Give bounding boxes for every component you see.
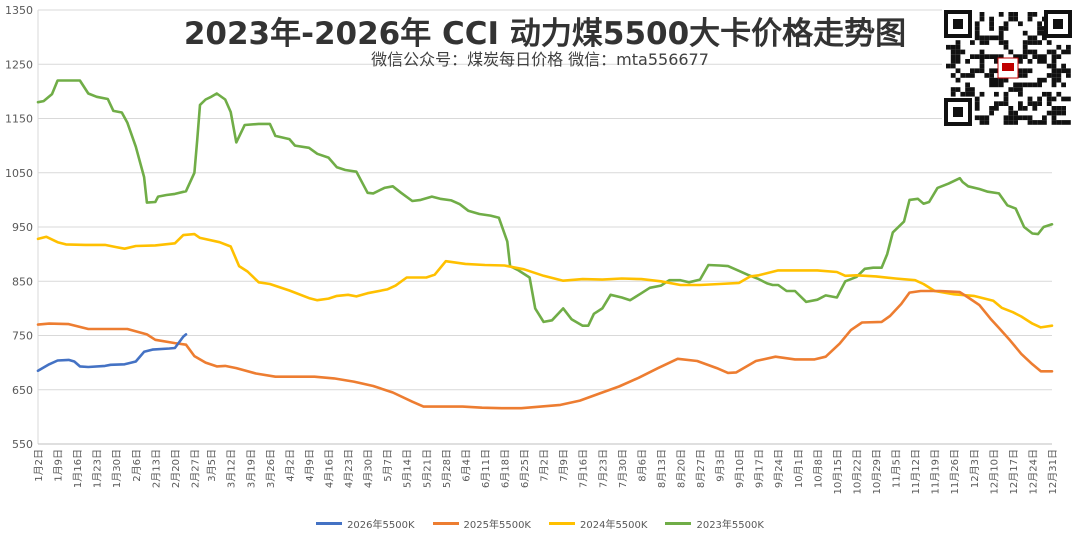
y-tick-label: 1350 bbox=[5, 4, 33, 17]
x-tick-label: 4月9日 bbox=[304, 449, 316, 482]
x-tick-label: 7月23日 bbox=[597, 449, 609, 488]
x-tick-label: 12月31日 bbox=[1047, 449, 1059, 494]
x-tick-label: 3月12日 bbox=[226, 449, 238, 488]
legend-item-2023: 2023年5500K bbox=[665, 516, 764, 531]
x-tick-label: 7月16日 bbox=[578, 449, 590, 488]
x-tick-label: 8月13日 bbox=[656, 449, 668, 488]
legend-item-2024: 2024年5500K bbox=[549, 516, 647, 531]
x-tick-label: 12月10日 bbox=[988, 449, 1000, 494]
y-tick-label: 1150 bbox=[5, 113, 33, 126]
x-tick-label: 9月3日 bbox=[715, 449, 727, 482]
legend-item-2026: 2026年5500K bbox=[316, 516, 415, 531]
series-line-2024 bbox=[36, 232, 1054, 329]
x-tick-label: 2月27日 bbox=[189, 449, 201, 488]
x-tick-label: 7月30日 bbox=[617, 449, 629, 488]
x-axis: 1月2日 1月9日 1月16日 1月23日 1月30日 2月6日 2月13日 2月20日 2月2… bbox=[33, 449, 1059, 494]
x-tick-label: 9月17日 bbox=[754, 449, 766, 488]
y-tick-label: 1250 bbox=[5, 58, 33, 71]
x-tick-label: 2月6日 bbox=[131, 449, 143, 482]
y-tick-label: 550 bbox=[12, 438, 33, 451]
x-tick-label: 3月26日 bbox=[265, 449, 277, 488]
y-tick-label: 850 bbox=[12, 275, 33, 288]
x-tick-label: 3月5日 bbox=[206, 449, 218, 482]
x-tick-label: 5月14日 bbox=[402, 449, 414, 488]
x-tick-label: 7月9日 bbox=[558, 449, 570, 482]
x-tick-label: 3月19日 bbox=[245, 449, 257, 488]
qr-code-image bbox=[942, 8, 1074, 128]
x-tick-label: 1月2日 bbox=[33, 449, 45, 482]
x-tick-label: 6月18日 bbox=[499, 449, 511, 488]
x-tick-label: 9月24日 bbox=[773, 449, 785, 488]
x-tick-label: 5月7日 bbox=[382, 449, 394, 482]
y-tick-label: 950 bbox=[12, 221, 33, 234]
x-tick-label: 1月16日 bbox=[72, 449, 84, 488]
series-line-2026 bbox=[36, 333, 188, 373]
x-tick-label: 10月1日 bbox=[793, 449, 805, 488]
series-layer bbox=[36, 79, 1054, 410]
x-tick-label: 8月6日 bbox=[636, 449, 648, 482]
x-tick-label: 8月27日 bbox=[695, 449, 707, 488]
x-tick-label: 11月26日 bbox=[949, 449, 961, 494]
x-tick-label: 11月12日 bbox=[910, 449, 922, 494]
legend-label-2023: 2023年5500K bbox=[696, 520, 764, 531]
series-line-2025 bbox=[36, 289, 1054, 410]
x-tick-label: 7月2日 bbox=[539, 449, 551, 482]
legend-swatch-2023 bbox=[665, 522, 692, 525]
y-tick-label: 650 bbox=[12, 384, 33, 397]
x-tick-label: 6月25日 bbox=[519, 449, 531, 488]
x-tick-label: 11月5日 bbox=[891, 449, 903, 488]
x-tick-label: 1月23日 bbox=[92, 449, 104, 488]
legend-label-2026: 2026年5500K bbox=[347, 520, 415, 531]
x-tick-label: 1月9日 bbox=[53, 449, 65, 482]
x-tick-label: 4月2日 bbox=[284, 449, 296, 482]
legend-label-2024: 2024年5500K bbox=[580, 520, 648, 531]
x-tick-label: 10月15日 bbox=[832, 449, 844, 494]
x-tick-label: 6月11日 bbox=[480, 449, 492, 488]
legend-swatch-2026 bbox=[316, 522, 343, 525]
x-tick-label: 5月28日 bbox=[441, 449, 453, 488]
x-tick-label: 1月30日 bbox=[111, 449, 123, 488]
legend-label-2025: 2025年5500K bbox=[463, 520, 531, 531]
x-tick-label: 12月3日 bbox=[969, 449, 981, 488]
x-tick-label: 10月22日 bbox=[851, 449, 863, 494]
x-tick-label: 2月13日 bbox=[150, 449, 162, 488]
legend-swatch-2024 bbox=[549, 522, 575, 525]
legend-item-2025: 2025年5500K bbox=[432, 516, 531, 531]
x-tick-label: 4月23日 bbox=[343, 449, 355, 488]
y-tick-label: 1050 bbox=[5, 167, 33, 180]
y-tick-label: 750 bbox=[12, 330, 33, 343]
grid-layer bbox=[37, 9, 1052, 445]
x-tick-label: 10月8日 bbox=[812, 449, 824, 488]
legend-swatch-2025 bbox=[432, 522, 459, 525]
x-tick-label: 4月30日 bbox=[363, 449, 375, 488]
x-tick-label: 4月16日 bbox=[324, 449, 336, 488]
x-tick-label: 9月10日 bbox=[734, 449, 746, 488]
series-line-2023 bbox=[36, 79, 1054, 327]
x-tick-label: 10月29日 bbox=[871, 449, 883, 494]
chart-legend: 2026年5500K 2025年5500K 2024年5500K 2023年55… bbox=[0, 516, 1080, 531]
chart-title: 2023年-2026年 CCI 动力煤5500大卡价格走势图 bbox=[183, 16, 907, 52]
x-tick-label: 6月4日 bbox=[460, 449, 472, 482]
x-tick-label: 12月17日 bbox=[1008, 449, 1020, 494]
x-tick-label: 8月20日 bbox=[675, 449, 687, 488]
x-tick-label: 12月24日 bbox=[1027, 449, 1039, 494]
y-axis: 550 650 750 850 950 1050 1150 1250 1350 bbox=[5, 4, 33, 451]
x-tick-label: 2月20日 bbox=[170, 449, 182, 488]
x-tick-label: 5月21日 bbox=[421, 449, 433, 488]
x-tick-label: 11月19日 bbox=[930, 449, 942, 494]
chart-subtitle: 微信公众号：煤炭每日价格 微信：mta556677 bbox=[371, 50, 709, 69]
